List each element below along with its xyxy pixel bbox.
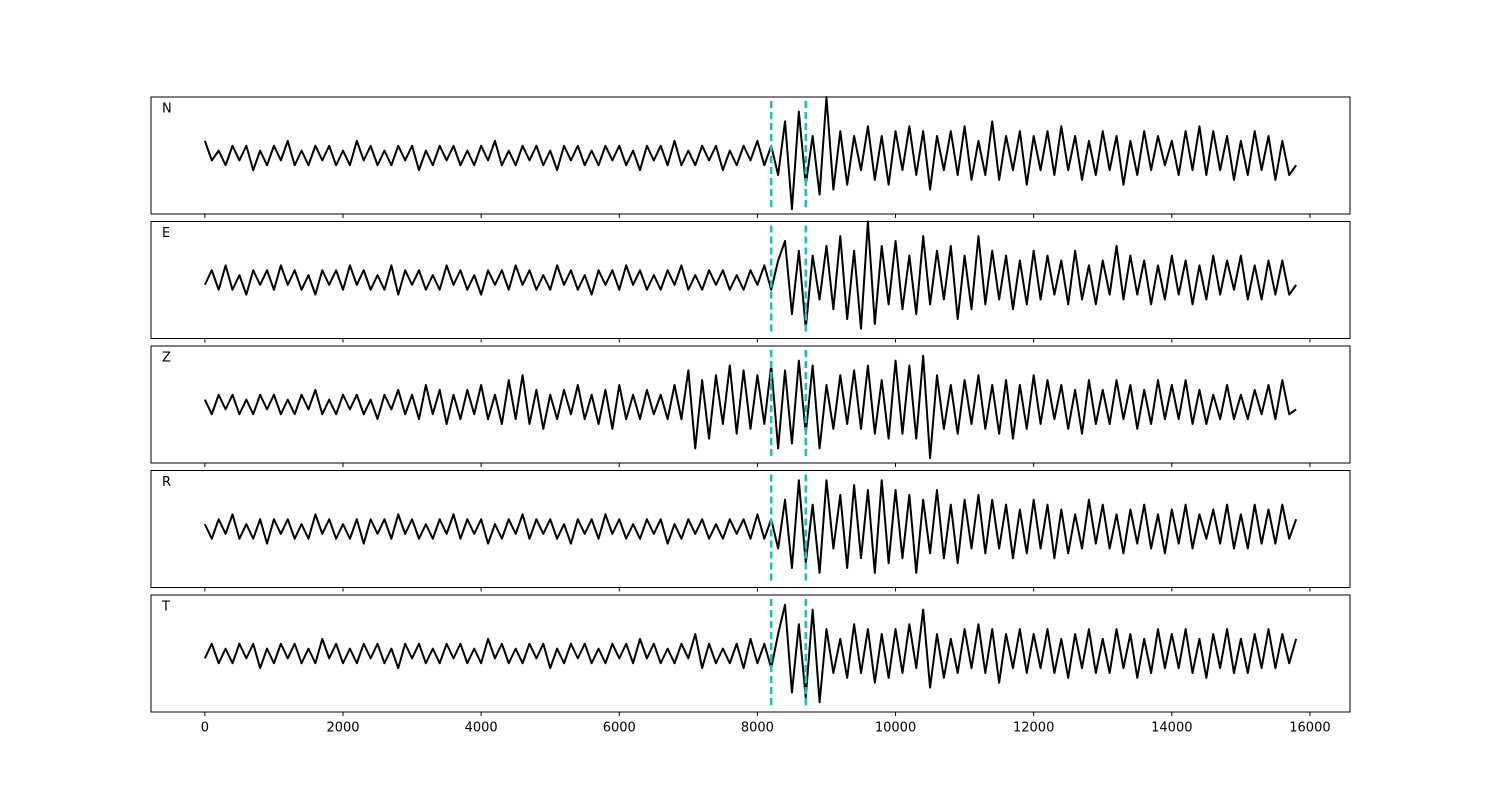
x-tick-label: 2000 (326, 721, 359, 736)
panel-label: E (162, 226, 170, 241)
x-tick-label: 6000 (603, 721, 636, 736)
panel-frame (150, 594, 1351, 713)
panel-frame (150, 221, 1351, 339)
trace (203, 479, 1298, 574)
trace (203, 354, 1297, 460)
panel-frame (150, 470, 1351, 588)
panel-label: N (162, 102, 172, 117)
panel-label: T (161, 600, 170, 615)
x-tick-label: 4000 (465, 721, 498, 736)
x-tick-label: 8000 (741, 721, 774, 736)
trace (203, 603, 1298, 704)
panel-label: R (162, 475, 171, 490)
trace (203, 96, 1297, 211)
x-tick-label: 14000 (1151, 721, 1192, 736)
panel-frame (150, 96, 1351, 215)
panel-label: Z (162, 351, 171, 366)
x-tick-label: 0 (201, 721, 209, 736)
panel-frame (150, 345, 1351, 464)
x-tick-label: 10000 (875, 721, 916, 736)
x-tick-label: 16000 (1289, 721, 1330, 736)
trace (203, 220, 1297, 330)
x-tick-label: 12000 (1013, 721, 1054, 736)
